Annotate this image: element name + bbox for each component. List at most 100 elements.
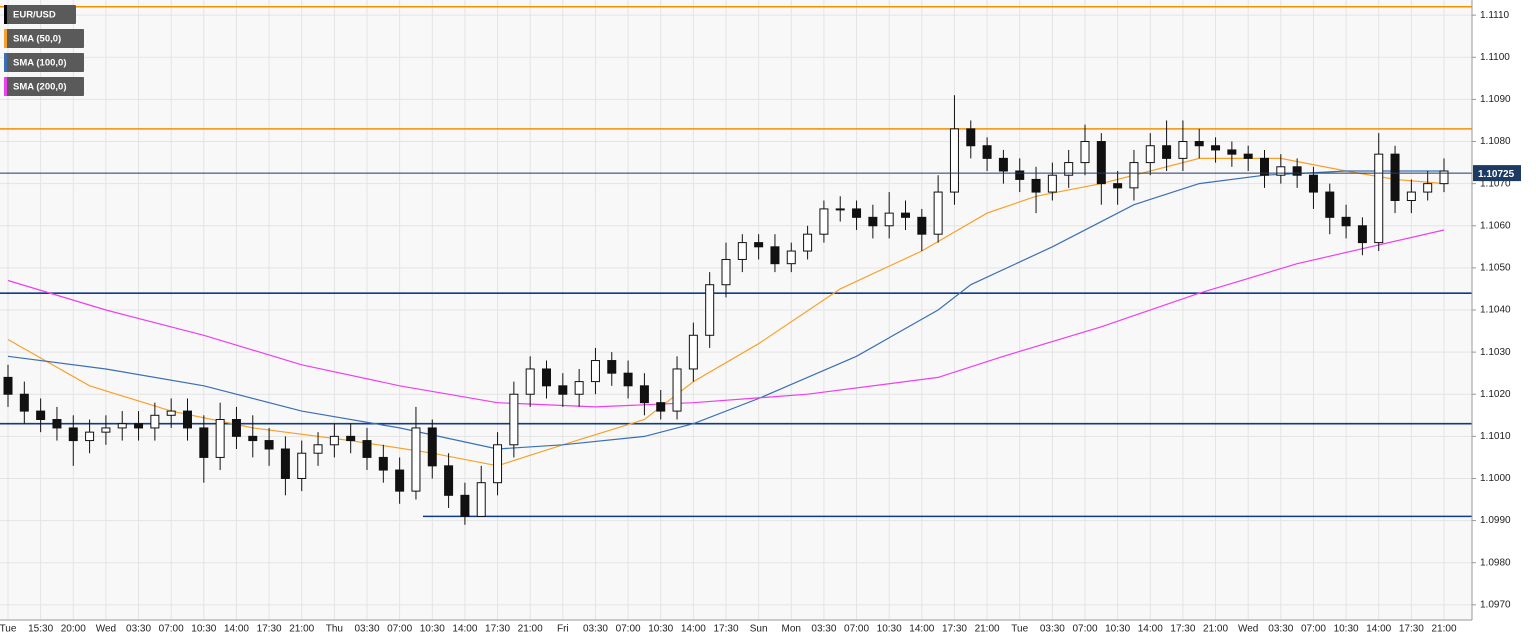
x-tick-label: 07:00 — [1301, 624, 1326, 635]
candle-body — [1308, 174, 1318, 193]
candle-body — [1162, 145, 1172, 159]
x-tick-label: 03:30 — [1268, 624, 1293, 635]
candle-body — [85, 431, 95, 442]
y-tick-label: 1.1000 — [1480, 473, 1511, 484]
y-tick-label: 1.1010 — [1480, 431, 1511, 442]
candle-body — [36, 410, 46, 421]
x-tick-label: 03:30 — [583, 624, 608, 635]
candle-body — [737, 242, 747, 260]
candle-body — [215, 419, 225, 458]
x-tick-label: 07:00 — [159, 624, 184, 635]
y-tick-label: 1.1110 — [1480, 10, 1510, 21]
x-tick-label: 14:00 — [681, 624, 706, 635]
candle-body — [427, 427, 437, 467]
x-tick-label: 17:30 — [1170, 624, 1195, 635]
candle-body — [1047, 174, 1057, 193]
x-tick-label: Mon — [782, 624, 801, 635]
x-tick-label: 03:30 — [811, 624, 836, 635]
candle-body — [1406, 191, 1416, 201]
candle-body — [1145, 145, 1155, 164]
candle-body — [1211, 145, 1221, 151]
x-tick-label: Fri — [557, 624, 569, 635]
x-tick-label: Tue — [1011, 624, 1028, 635]
x-tick-label: 03:30 — [1040, 624, 1065, 635]
sma-line — [7, 229, 1445, 408]
x-tick-label: 14:00 — [452, 624, 477, 635]
x-tick-label: Sun — [750, 624, 768, 635]
x-tick-label: 21:00 — [975, 624, 1000, 635]
candle-body — [509, 393, 519, 446]
candle-body — [933, 191, 943, 235]
candle-body — [1243, 153, 1253, 159]
x-tick-label: 03:30 — [126, 624, 151, 635]
x-tick-label: 10:30 — [191, 624, 216, 635]
x-tick-label: 17:30 — [257, 624, 282, 635]
candle-body — [917, 216, 927, 235]
x-tick-label: 10:30 — [648, 624, 673, 635]
candle-body — [786, 250, 796, 265]
candle-body — [705, 284, 715, 336]
last-price-label: 1.10725 — [1478, 169, 1515, 180]
candle-body — [1064, 162, 1074, 176]
candle-body — [525, 368, 535, 395]
y-tick-label: 1.0970 — [1480, 599, 1511, 610]
legend-box — [4, 53, 84, 72]
candle-body — [966, 128, 976, 147]
candle-body — [313, 444, 323, 454]
candle-body — [1423, 183, 1433, 193]
x-tick-label: 17:30 — [942, 624, 967, 635]
candle-body — [607, 360, 617, 374]
x-tick-label: Tue — [0, 624, 17, 635]
y-tick-label: 1.1060 — [1480, 220, 1511, 231]
sma-line — [7, 157, 1445, 467]
candle-body — [1096, 141, 1106, 185]
candle-body — [3, 376, 13, 395]
x-tick-label: Thu — [326, 624, 343, 635]
candle-body — [117, 423, 127, 429]
candle-body — [395, 469, 405, 492]
x-tick-label: 10:30 — [1105, 624, 1130, 635]
candle-body — [558, 385, 568, 395]
candle-body — [1325, 191, 1335, 218]
y-tick-label: 1.1070 — [1480, 178, 1511, 189]
candle-body — [770, 246, 780, 265]
x-tick-label: 10:30 — [420, 624, 445, 635]
candle-body — [542, 368, 551, 387]
candle-body — [297, 452, 307, 479]
x-tick-label: 21:00 — [289, 624, 314, 635]
x-tick-label: 07:00 — [387, 624, 412, 635]
x-tick-label: 21:00 — [518, 624, 543, 635]
candle-body — [444, 465, 454, 496]
marks — [0, 5, 1472, 525]
candle-body — [884, 212, 894, 227]
legend-label: SMA (100,0) — [13, 58, 67, 69]
x-tick-label: 03:30 — [354, 624, 379, 635]
candle-body — [949, 128, 959, 193]
candle-body — [183, 410, 192, 429]
x-tick-label: 07:00 — [844, 624, 869, 635]
candle-body — [329, 435, 339, 446]
candle-body — [346, 435, 356, 442]
candle-body — [19, 393, 29, 412]
candle-body — [819, 208, 829, 235]
y-tick-label: 1.0990 — [1480, 515, 1511, 526]
candle-body — [1178, 141, 1188, 159]
candle-body — [1194, 141, 1204, 147]
candle-body — [1341, 216, 1351, 227]
y-tick-label: 1.0980 — [1480, 557, 1511, 568]
x-tick-label: 10:30 — [1334, 624, 1359, 635]
legend-label: SMA (200,0) — [13, 82, 67, 93]
candle-body — [378, 456, 388, 471]
y-tick-label: 1.1040 — [1480, 305, 1511, 316]
x-tick-label: Wed — [96, 624, 116, 635]
candle-body — [1357, 225, 1367, 244]
candle-body — [1292, 166, 1302, 176]
candle-body — [1080, 141, 1090, 164]
y-tick-label: 1.1030 — [1480, 347, 1511, 358]
x-tick-label: 21:00 — [1431, 624, 1456, 635]
legend-box — [4, 5, 76, 24]
candle-body — [998, 157, 1008, 172]
candle-body — [901, 212, 910, 218]
x-tick-label: 14:00 — [909, 624, 934, 635]
